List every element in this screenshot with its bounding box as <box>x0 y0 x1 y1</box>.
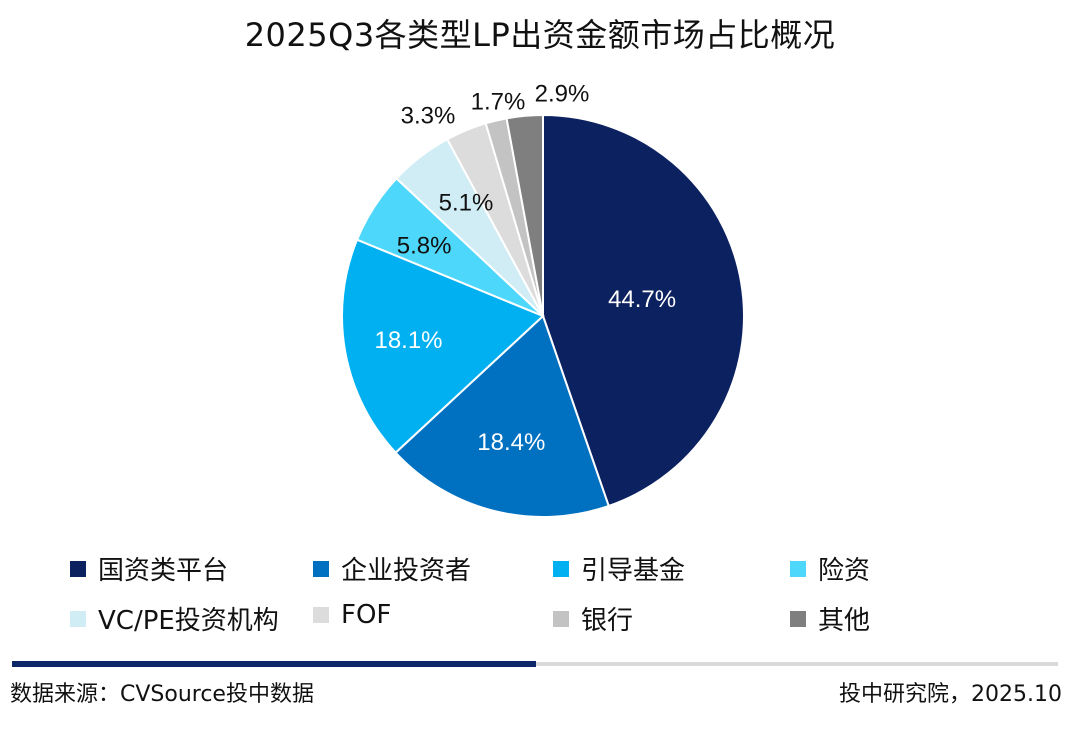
legend-swatch <box>70 610 86 627</box>
data-label-6: 3.3% <box>401 103 456 130</box>
chart-title: 2025Q3各类型LP出资金额市场占比概况 <box>244 16 836 54</box>
legend-item: 银行 <box>553 600 633 637</box>
legend-item: 其他 <box>790 600 870 637</box>
data-label-5: 5.1% <box>439 189 494 216</box>
legend-swatch <box>553 610 569 627</box>
legend-item: FOF <box>313 600 391 630</box>
credit-note: 投中研究院，2025.10 <box>839 682 1062 707</box>
legend-item: 险资 <box>790 550 870 587</box>
legend-swatch <box>313 560 329 577</box>
pie-slice-8 <box>505 113 544 317</box>
legend-swatch <box>70 560 86 577</box>
legend-label: 企业投资者 <box>341 556 472 586</box>
legend-item: 企业投资者 <box>313 550 471 587</box>
pie-data-labels: 44.7% 18.4% 18.1% 5.8% 5.1% 3.3% 1.7% 2.9% <box>374 81 676 457</box>
legend-label: 国资类平台 <box>98 556 229 586</box>
pie-slices <box>341 113 745 518</box>
data-label-1: 44.7% <box>608 286 676 313</box>
legend-item: 引导基金 <box>553 550 685 587</box>
legend-swatch <box>553 560 569 577</box>
legend-swatch <box>790 610 806 627</box>
pie-slice-2 <box>394 314 610 518</box>
footer-divider <box>536 662 1058 666</box>
legend-label: VC/PE投资机构 <box>98 606 279 636</box>
legend-swatch <box>313 607 329 623</box>
data-label-3: 18.1% <box>374 327 442 354</box>
legend-label: 银行 <box>581 606 634 636</box>
data-label-4: 5.8% <box>397 233 452 260</box>
legend-swatch <box>790 560 806 577</box>
pie-slice-1 <box>542 113 745 508</box>
data-label-7: 1.7% <box>471 89 526 116</box>
legend-label: 其他 <box>818 606 871 636</box>
data-label-2: 18.4% <box>477 429 545 456</box>
legend-label: FOF <box>341 600 392 630</box>
legend-item: 国资类平台 <box>70 550 228 587</box>
legend-label: 险资 <box>818 556 871 586</box>
data-label-8: 2.9% <box>535 81 590 108</box>
pie-chart: 44.7% 18.4% 18.1% 5.8% 5.1% 3.3% 1.7% 2.9% <box>341 81 745 518</box>
footer-divider-accent <box>12 661 536 667</box>
legend-item: VC/PE投资机构 <box>70 600 279 637</box>
source-note: 数据来源：CVSource投中数据 <box>10 682 314 707</box>
legend-label: 引导基金 <box>581 556 686 586</box>
pie-slice-3 <box>341 238 545 455</box>
